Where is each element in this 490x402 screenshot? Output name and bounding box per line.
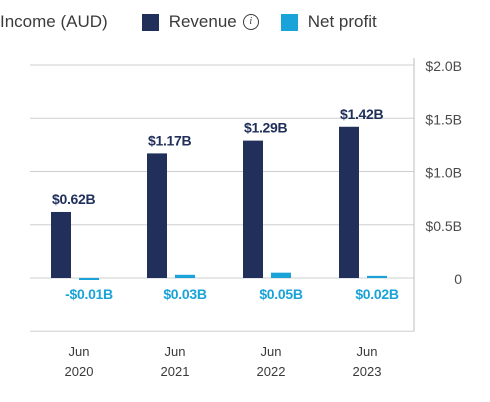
bar-revenue (51, 211, 71, 278)
bar-revenue (339, 126, 359, 279)
bar-net-profit (175, 274, 195, 278)
x-tick-label-month: Jun (165, 344, 186, 359)
data-label-net-profit: $0.03B (163, 286, 207, 302)
bar-revenue (243, 140, 263, 278)
y-tick-label: 0 (454, 271, 462, 287)
legend-swatch-net-profit (280, 13, 298, 31)
x-tick-label-month: Jun (357, 344, 378, 359)
chart-title: Income (AUD) (0, 12, 108, 31)
data-label-net-profit: $0.02B (355, 286, 399, 302)
data-label-net-profit: $0.05B (259, 286, 303, 302)
x-tick-label-month: Jun (69, 344, 90, 359)
legend-label-revenue: Revenue (168, 12, 237, 31)
info-icon[interactable]: i (242, 14, 259, 30)
bar-revenue (147, 153, 167, 278)
legend-label-net-profit: Net profit (307, 12, 377, 31)
chart-legend: Income (AUD) Revenue i Net profit (0, 10, 399, 34)
y-tick-label: $1.5B (425, 111, 462, 127)
data-label-revenue: $1.42B (340, 106, 384, 122)
data-label-revenue: $0.62B (52, 191, 96, 207)
x-tick-label-year: 2022 (257, 364, 286, 379)
data-label-net-profit: -$0.01B (65, 286, 113, 302)
bar-net-profit (367, 275, 387, 278)
legend-item-revenue: Revenue i (141, 12, 259, 32)
legend-item-net-profit: Net profit (280, 12, 377, 32)
x-tick-label-year: 2020 (65, 364, 94, 379)
legend-swatch-revenue (141, 13, 159, 31)
data-label-revenue: $1.29B (244, 120, 288, 136)
bar-net-profit (79, 278, 99, 280)
data-label-revenue: $1.17B (148, 132, 192, 148)
x-tick-label-year: 2021 (161, 364, 190, 379)
y-tick-label: $1.0B (425, 165, 462, 181)
bar-net-profit (271, 272, 291, 278)
y-tick-label: $0.5B (425, 218, 462, 234)
x-tick-label-month: Jun (261, 344, 282, 359)
y-tick-label: $2.0B (425, 58, 462, 74)
x-tick-label-year: 2023 (353, 364, 382, 379)
